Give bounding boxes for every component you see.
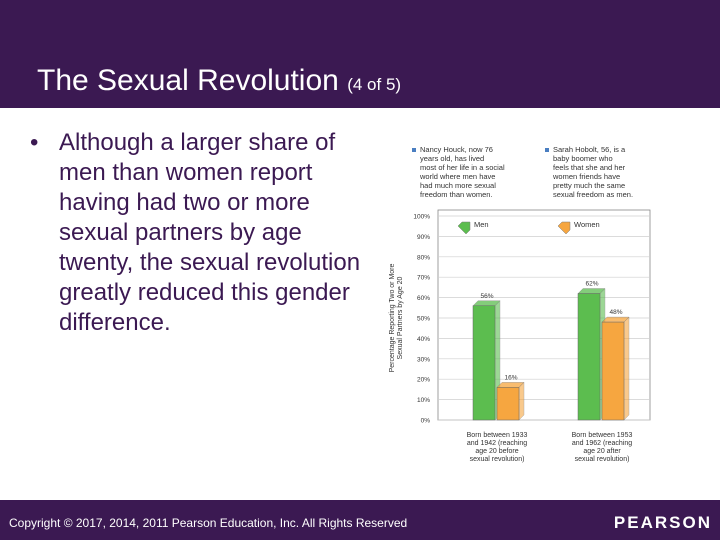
note-line: had much more sexual bbox=[420, 181, 496, 190]
title-suffix: (4 of 5) bbox=[347, 75, 402, 94]
x-category-label: Born between 1953 bbox=[572, 432, 633, 439]
bullet-text: Although a larger share of men than wome… bbox=[59, 129, 361, 336]
y-tick-label: 40% bbox=[417, 336, 430, 343]
note-line: pretty much the same bbox=[553, 181, 625, 190]
bar bbox=[601, 321, 625, 421]
legend-label: Men bbox=[474, 220, 489, 229]
bar-value-label: 48% bbox=[609, 309, 622, 316]
note-line: world where men have bbox=[419, 172, 495, 181]
bullet-dot: • bbox=[30, 129, 39, 156]
y-tick-label: 30% bbox=[417, 356, 430, 363]
legend-swatch bbox=[557, 221, 571, 235]
note-line: Sarah Hobolt, 56, is a bbox=[553, 145, 626, 154]
x-category-label: and 1942 (reaching bbox=[467, 440, 527, 447]
bar-value-label: 16% bbox=[504, 374, 517, 381]
note-line: baby boomer who bbox=[553, 154, 613, 163]
legend-label: Women bbox=[574, 220, 600, 229]
x-category-label: and 1962 (reaching bbox=[572, 440, 632, 447]
y-tick-label: 80% bbox=[417, 254, 430, 261]
x-category-label: sexual revolution) bbox=[470, 456, 525, 463]
y-tick-label: 20% bbox=[417, 377, 430, 384]
note-line: most of her life in a social bbox=[420, 163, 505, 172]
legend-swatch bbox=[457, 221, 471, 235]
note-line: women friends have bbox=[552, 172, 620, 181]
y-tick-label: 100% bbox=[413, 214, 430, 221]
note-line: years old, has lived bbox=[420, 154, 484, 163]
y-tick-label: 10% bbox=[417, 397, 430, 404]
bar bbox=[577, 293, 601, 421]
y-tick-label: 70% bbox=[417, 275, 430, 282]
note-line: sexual freedom as men. bbox=[553, 190, 633, 199]
copyright-text: Copyright © 2017, 2014, 2011 Pearson Edu… bbox=[9, 516, 408, 530]
footer-bar: Copyright © 2017, 2014, 2011 Pearson Edu… bbox=[0, 500, 720, 540]
y-axis-label: Percentage Reporting Two or MoreSexual P… bbox=[389, 263, 404, 372]
x-category-label: Born between 1933 bbox=[467, 432, 528, 439]
bar-side bbox=[623, 316, 630, 421]
bar-value-label: 62% bbox=[585, 281, 598, 288]
bar bbox=[472, 305, 496, 421]
slide-title: The Sexual Revolution (4 of 5) bbox=[37, 64, 401, 98]
y-tick-label: 50% bbox=[417, 316, 430, 323]
note-line: Nancy Houck, now 76 bbox=[420, 145, 493, 154]
x-category-label: sexual revolution) bbox=[575, 456, 630, 463]
note-bullet bbox=[412, 148, 416, 152]
title-bar: The Sexual Revolution (4 of 5) bbox=[0, 0, 720, 108]
note-line: feels that she and her bbox=[553, 163, 626, 172]
note-line: freedom than women. bbox=[420, 190, 493, 199]
x-category-label: age 20 before bbox=[475, 448, 518, 455]
y-tick-label: 90% bbox=[417, 234, 430, 241]
bar bbox=[496, 387, 520, 421]
y-tick-label: 60% bbox=[417, 295, 430, 302]
bar-side bbox=[518, 381, 525, 421]
bar-value-label: 56% bbox=[480, 293, 493, 300]
x-category-label: age 20 after bbox=[583, 448, 621, 455]
y-tick-label: 0% bbox=[421, 418, 431, 425]
pearson-logo: PEARSON bbox=[613, 513, 712, 532]
title-text: The Sexual Revolution bbox=[37, 64, 339, 97]
note-bullet bbox=[545, 148, 549, 152]
